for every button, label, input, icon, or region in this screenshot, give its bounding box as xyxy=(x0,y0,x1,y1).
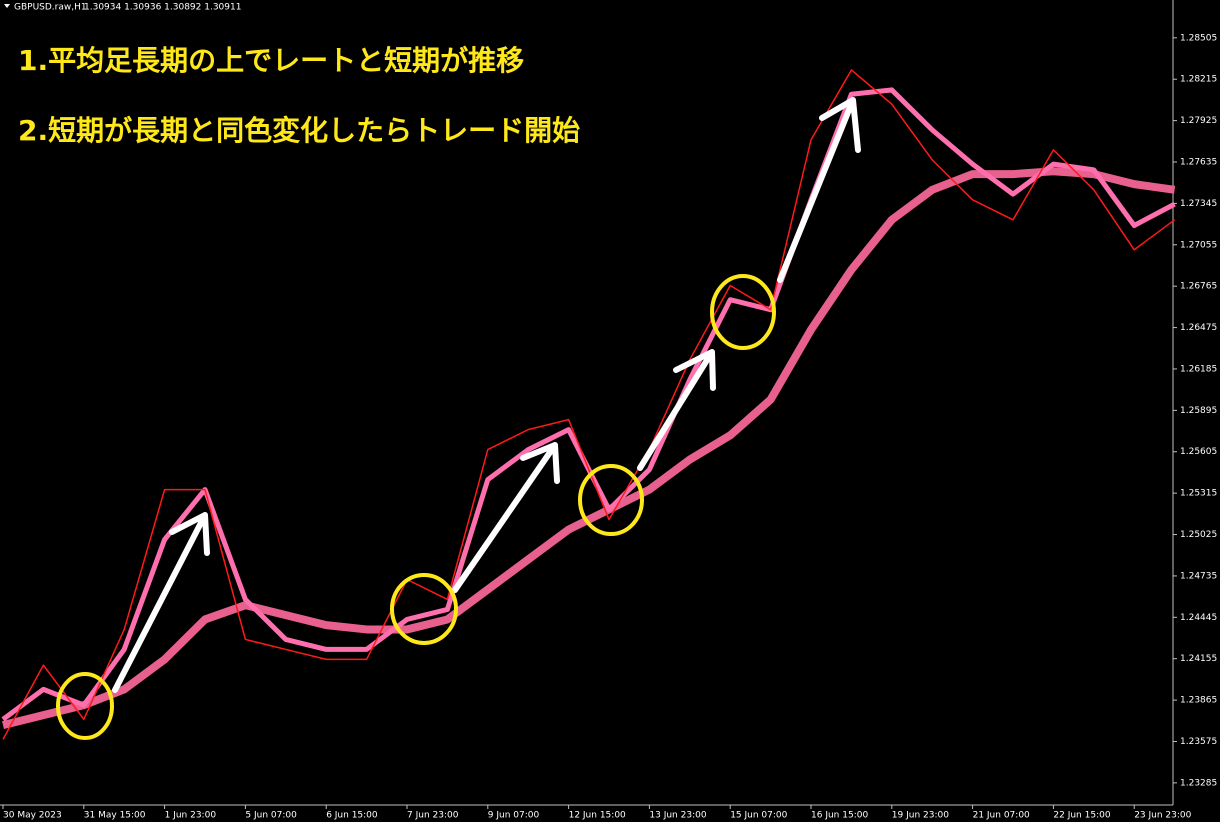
x-tick-label: 16 Jun 15:00 xyxy=(811,811,868,821)
x-tick-label: 19 Jun 23:00 xyxy=(892,811,949,821)
y-tick-label: 1.25315 xyxy=(1180,489,1217,499)
y-tick-label: 1.27635 xyxy=(1180,157,1217,167)
annotation: 1.平均足長期の上でレートと短期が推移 xyxy=(18,44,524,77)
x-tick-label: 21 Jun 07:00 xyxy=(973,811,1030,821)
x-tick-label: 30 May 2023 xyxy=(3,811,62,821)
y-tick-label: 1.27345 xyxy=(1180,199,1217,209)
highlight-circle xyxy=(710,274,776,350)
series-line xyxy=(2,167,1176,729)
y-tick-label: 1.28215 xyxy=(1180,75,1217,85)
highlight-circle xyxy=(56,672,114,740)
arrow xyxy=(452,442,560,593)
y-tick-label: 1.25605 xyxy=(1180,447,1217,457)
plot xyxy=(1,69,1176,740)
chart-title: GBPUSD.raw,H1 xyxy=(14,3,87,13)
x-tick-label: 15 Jun 07:00 xyxy=(730,811,787,821)
y-tick-label: 1.24155 xyxy=(1180,654,1217,664)
arrow xyxy=(637,349,716,471)
series-line xyxy=(2,69,1176,740)
x-tick-label: 22 Jun 15:00 xyxy=(1053,811,1110,821)
arrows xyxy=(112,97,861,693)
y-tick-label: 1.26185 xyxy=(1180,364,1217,374)
y-tick-label: 1.25025 xyxy=(1180,530,1217,540)
y-tick-label: 1.27925 xyxy=(1180,116,1217,126)
highlight-circle xyxy=(390,573,458,645)
y-tick-label: 1.23575 xyxy=(1180,737,1217,747)
y-tick-label: 1.26475 xyxy=(1180,323,1217,333)
y-tick-label: 1.25895 xyxy=(1180,406,1217,416)
annotation: 2.短期が長期と同色変化したらトレード開始 xyxy=(18,114,580,147)
x-tick-label: 9 Jun 07:00 xyxy=(488,811,540,821)
circles xyxy=(56,274,776,740)
y-tick-label: 1.28505 xyxy=(1180,33,1217,43)
highlight-circle xyxy=(578,464,644,536)
x-tick-label: 1 Jun 23:00 xyxy=(165,811,217,821)
x-tick-label: 5 Jun 07:00 xyxy=(245,811,297,821)
x-tick-label: 13 Jun 23:00 xyxy=(649,811,706,821)
arrow xyxy=(112,512,210,693)
x-tick-label: 23 Jun 23:00 xyxy=(1134,811,1191,821)
y-tick-label: 1.27055 xyxy=(1180,240,1217,250)
y-tick-label: 1.26765 xyxy=(1180,282,1217,292)
y-tick-label: 1.24735 xyxy=(1180,571,1217,581)
y-tick-label: 1.23865 xyxy=(1180,696,1217,706)
x-tick-label: 31 May 15:00 xyxy=(84,811,146,821)
menu-arrow xyxy=(4,4,10,8)
y-tick-label: 1.24445 xyxy=(1180,613,1217,623)
y-tick-label: 1.23285 xyxy=(1180,778,1217,788)
x-tick-label: 7 Jun 23:00 xyxy=(407,811,459,821)
x-tick-label: 12 Jun 15:00 xyxy=(569,811,626,821)
x-tick-label: 6 Jun 15:00 xyxy=(326,811,378,821)
ohlc: 1.30934 1.30936 1.30892 1.30911 xyxy=(84,3,241,13)
arrow xyxy=(777,97,861,283)
